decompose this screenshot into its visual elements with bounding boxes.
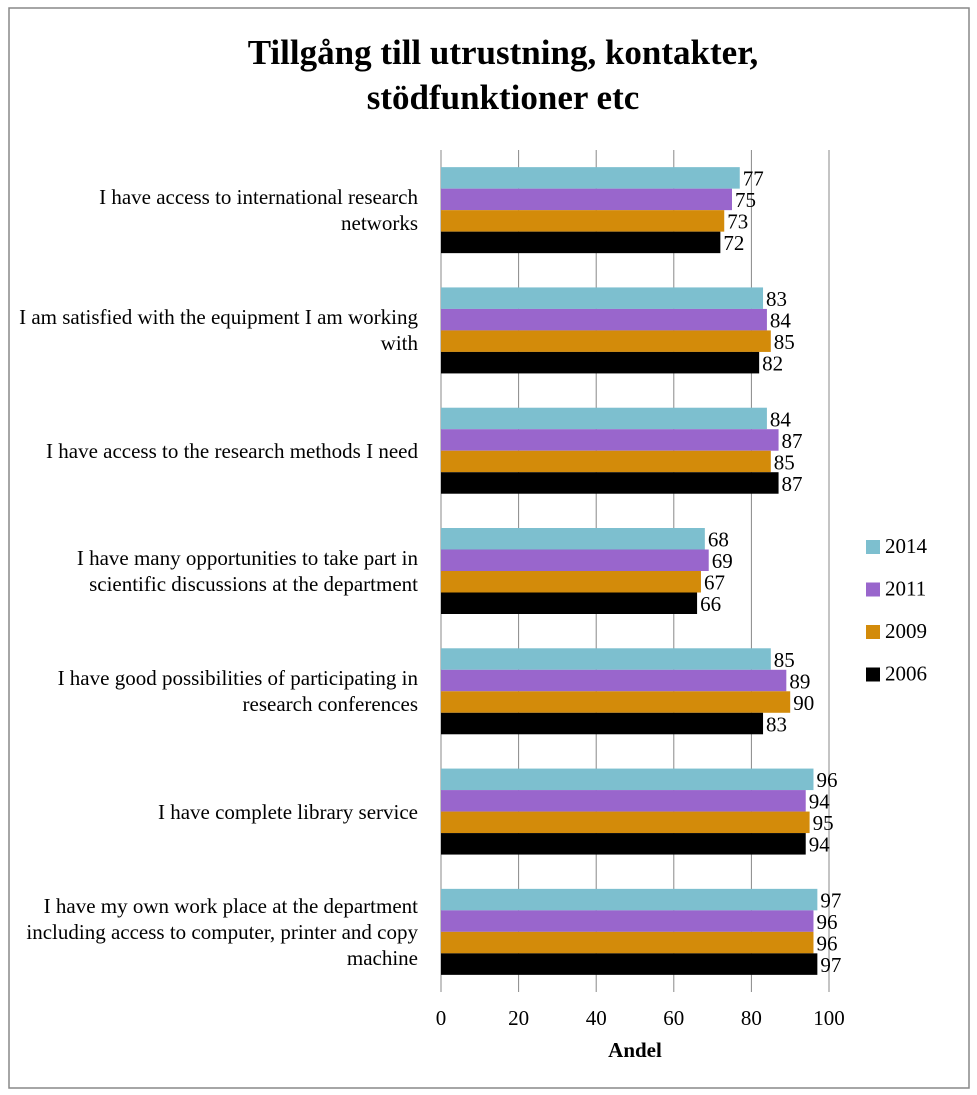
data-label: 87 — [782, 472, 803, 496]
data-label: 75 — [735, 188, 756, 212]
legend-label: 2011 — [885, 576, 926, 600]
legend-swatch — [866, 667, 880, 682]
bar — [441, 528, 705, 550]
data-label: 87 — [782, 429, 803, 453]
data-label: 69 — [712, 549, 733, 573]
y-tick-label: I am satisfied with the equipment I am w… — [19, 305, 418, 356]
y-tick-label: I have many opportunities to take part i… — [76, 546, 418, 596]
bar — [441, 648, 771, 670]
data-label: 96 — [816, 931, 837, 955]
legend-swatch — [866, 582, 880, 597]
bar — [441, 790, 806, 812]
bar — [441, 210, 725, 232]
data-label: 94 — [809, 833, 831, 857]
data-label: 97 — [820, 888, 841, 912]
data-label: 73 — [727, 210, 748, 234]
bar — [441, 910, 814, 932]
legend-swatch — [866, 540, 880, 554]
bar — [441, 308, 767, 331]
bar — [441, 592, 698, 614]
x-tick-label: 0 — [436, 1006, 447, 1030]
bar — [441, 549, 709, 571]
y-tick-label: I have access to the research methods I … — [46, 438, 418, 463]
x-axis-label: Andel — [608, 1038, 662, 1062]
data-label: 84 — [770, 407, 792, 431]
data-label: 67 — [704, 571, 725, 595]
data-label: 83 — [766, 287, 787, 311]
data-label: 85 — [774, 648, 795, 672]
y-tick-label: I have access to international research … — [99, 185, 418, 236]
data-label: 68 — [708, 528, 729, 552]
bar — [441, 712, 764, 735]
bar — [441, 330, 771, 352]
bar — [441, 472, 779, 494]
data-label: 96 — [816, 910, 837, 934]
data-label: 77 — [743, 167, 764, 191]
data-label: 85 — [774, 330, 795, 354]
bar — [441, 287, 764, 309]
data-label: 83 — [766, 712, 787, 736]
data-label: 66 — [700, 592, 721, 616]
y-tick-label: I have my own work place at the departme… — [26, 893, 418, 970]
data-label: 84 — [770, 308, 792, 332]
x-tick-label: 60 — [663, 1006, 684, 1030]
bar — [441, 167, 740, 189]
bar — [441, 811, 810, 834]
data-label: 72 — [723, 231, 744, 255]
x-tick-label: 80 — [741, 1006, 762, 1030]
data-label: 95 — [813, 811, 834, 835]
bar — [441, 188, 732, 211]
bar — [441, 450, 771, 473]
bar — [441, 953, 818, 975]
data-label: 96 — [816, 768, 837, 792]
data-label: 89 — [789, 669, 810, 693]
chart-title: Tillgång till utrustning, kontakter, stö… — [247, 33, 759, 117]
data-label: 82 — [762, 351, 783, 375]
chart-frame — [8, 7, 970, 1089]
x-tick-label: 40 — [586, 1006, 607, 1030]
data-label: 94 — [809, 790, 831, 814]
y-tick-label: I have complete library service — [157, 799, 418, 824]
bar — [441, 429, 779, 451]
legend-swatch — [866, 625, 880, 639]
bar — [441, 833, 806, 855]
bar — [441, 571, 701, 593]
bar — [441, 407, 767, 430]
bar — [441, 931, 814, 954]
legend-label: 2006 — [885, 661, 927, 685]
bar — [441, 888, 818, 911]
bar — [441, 231, 721, 254]
bar — [441, 351, 760, 374]
bar — [441, 669, 787, 692]
data-label: 97 — [820, 953, 841, 977]
bar — [441, 691, 791, 713]
y-tick-label: I have good possibilities of participati… — [57, 666, 418, 717]
legend-label: 2014 — [885, 534, 928, 558]
x-tick-label: 20 — [508, 1006, 529, 1030]
bar — [441, 768, 814, 791]
legend-label: 2009 — [885, 619, 927, 643]
data-label: 90 — [793, 691, 814, 715]
data-label: 85 — [774, 450, 795, 474]
x-tick-label: 100 — [813, 1006, 845, 1030]
